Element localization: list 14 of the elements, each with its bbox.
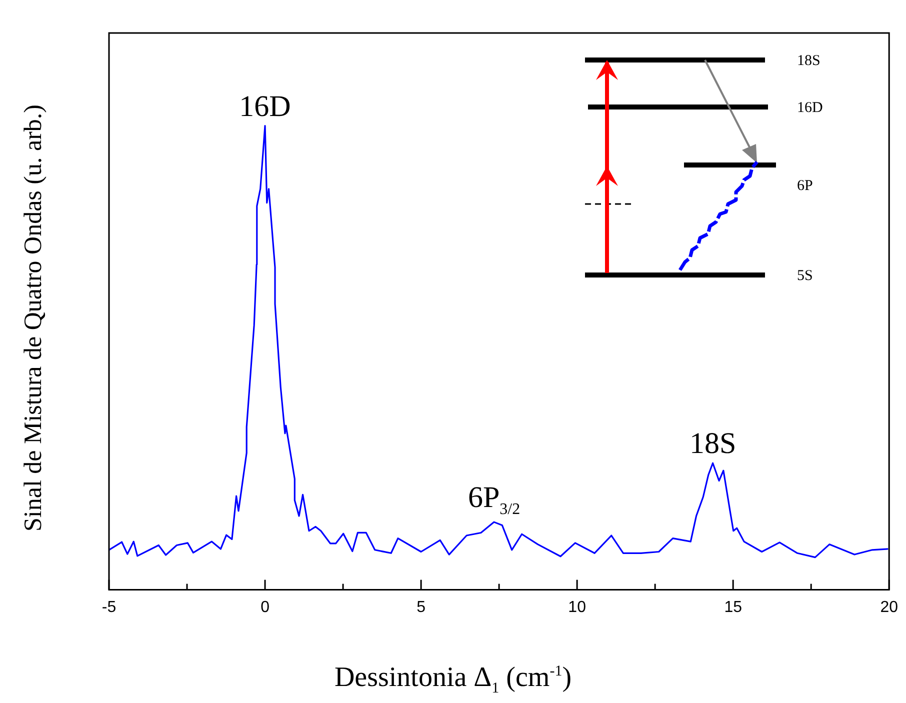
x-tick-label: -5 (102, 598, 116, 616)
annotation: 6P (797, 178, 813, 194)
annotation: 6P$_{3/2}$ (468, 481, 520, 518)
energy-level-diagram: 18S 16D 6P 5S (578, 45, 828, 290)
x-tick-label: 5 (416, 598, 426, 616)
x-tick-label: 0 (260, 598, 270, 616)
x-tick-label: 10 (568, 598, 586, 616)
x-tick-label: 15 (724, 598, 742, 616)
x-tick-label: 20 (880, 598, 898, 616)
annotation: 18S (689, 427, 736, 460)
annotation: 16D (239, 90, 291, 123)
x-axis-title: Dessintonia Δ$_{1}$ (cm$^{-1}$) (333, 662, 573, 698)
annotation: 5S (797, 268, 813, 284)
y-axis-title: Sinal de Mistura de Quatro Ondas (u. arb.) (20, 104, 48, 532)
